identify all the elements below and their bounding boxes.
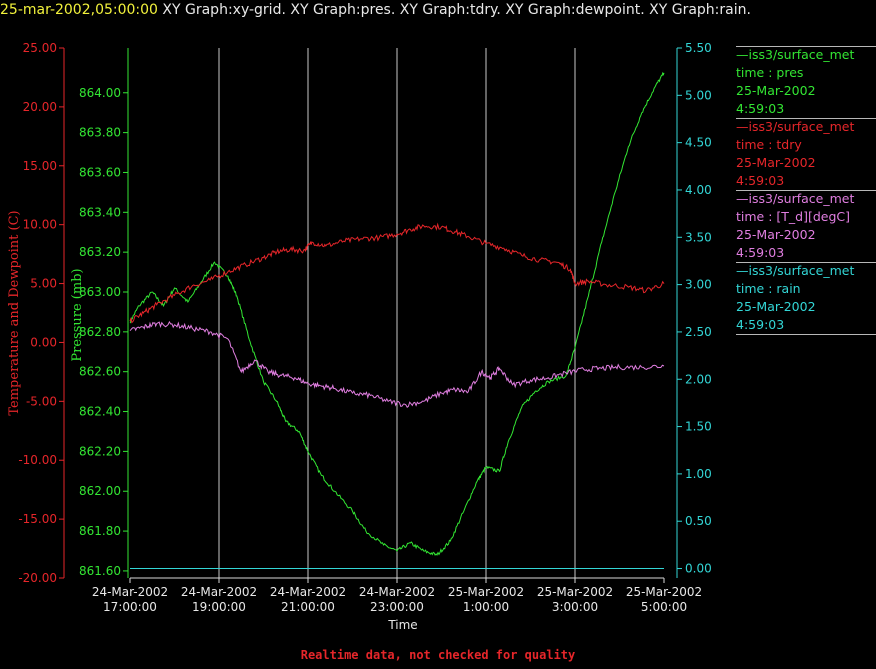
- pres-tick-label: 863.60: [79, 165, 121, 179]
- legend-time: 4:59:03: [736, 173, 785, 188]
- time-tick-date: 25-Mar-2002: [448, 585, 524, 599]
- rain-tick-label: 4.00: [685, 183, 712, 197]
- temp-tick-label: 20.00: [23, 100, 57, 114]
- series-line-tdry: [129, 222, 665, 324]
- rain-tick-label: 3.00: [685, 278, 712, 292]
- time-tick-time: 17:00:00: [103, 600, 157, 614]
- legend-name: —iss3/surface_met: [736, 119, 855, 134]
- rain-tick-label: 5.00: [685, 88, 712, 102]
- legend-name: —iss3/surface_met: [736, 47, 855, 62]
- legend-field: time : pres: [736, 65, 804, 80]
- time-tick-date: 25-Mar-2002: [626, 585, 702, 599]
- temp-tick-label: -20.00: [18, 571, 57, 585]
- time-axis-title: Time: [387, 618, 417, 632]
- legend-field: time : rain: [736, 281, 801, 296]
- pressure-axis: 864.00 863.80 863.60 863.40 863.20 863.00 862.…: [70, 48, 129, 578]
- legend: —iss3/surface_met time : pres 25-Mar-200…: [736, 46, 876, 335]
- pres-tick-label: 863.40: [79, 205, 121, 219]
- legend-date: 25-Mar-2002: [736, 299, 816, 314]
- time-axis: 24-Mar-200217:00:0024-Mar-200219:00:0024…: [92, 577, 702, 632]
- time-tick-date: 24-Mar-2002: [181, 585, 257, 599]
- graph-header: 25-mar-2002,05:00:00 XY Graph:xy-grid. X…: [0, 2, 751, 18]
- series-line-pres: [129, 71, 665, 556]
- temp-axis-title: Temperature and Dewpoint (C): [7, 210, 22, 415]
- time-tick-date: 25-Mar-2002: [537, 585, 613, 599]
- rain-tick-label: 0.00: [685, 562, 712, 576]
- temp-tick-label: -5.00: [26, 394, 57, 408]
- pres-tick-label: 862.20: [79, 444, 121, 458]
- time-tick-date: 24-Mar-2002: [359, 585, 435, 599]
- time-tick-time: 19:00:00: [192, 600, 246, 614]
- temp-tick-label: 10.00: [23, 218, 57, 232]
- pres-tick-label: 863.20: [79, 245, 121, 259]
- pres-tick-label: 864.00: [79, 86, 121, 100]
- time-tick-time: 3:00:00: [552, 600, 598, 614]
- pres-axis-title: Pressure (mb): [70, 268, 85, 361]
- time-tick-date: 24-Mar-2002: [270, 585, 346, 599]
- legend-entry-rain: —iss3/surface_met time : rain 25-Mar-200…: [736, 262, 876, 335]
- legend-time: 4:59:03: [736, 245, 785, 260]
- legend-time: 4:59:03: [736, 101, 785, 116]
- rain-tick-label: 2.50: [685, 325, 712, 339]
- temp-tick-label: 5.00: [30, 277, 57, 291]
- temperature-axis: 25.00 20.00 15.00 10.00 5.00 0.00 -5.00 -10.00 -…: [7, 41, 65, 585]
- pres-tick-label: 862.40: [79, 405, 121, 419]
- temp-tick-label: -10.00: [18, 453, 57, 467]
- series-line-dewpoint: [129, 320, 665, 408]
- temp-tick-label: -15.00: [18, 512, 57, 526]
- rain-tick-label: 1.50: [685, 420, 712, 434]
- time-tick-time: 1:00:00: [463, 600, 509, 614]
- temp-tick-label: 25.00: [23, 41, 57, 55]
- temp-tick-label: 15.00: [23, 159, 57, 173]
- pres-tick-label: 861.80: [79, 524, 121, 538]
- legend-date: 25-Mar-2002: [736, 155, 816, 170]
- pres-tick-label: 862.80: [79, 325, 121, 339]
- pres-tick-label: 862.00: [79, 484, 121, 498]
- pres-tick-label: 862.60: [79, 365, 121, 379]
- pres-tick-label: 863.80: [79, 126, 121, 140]
- legend-field: time : [T_d][degC]: [736, 209, 851, 224]
- rain-tick-label: 4.50: [685, 136, 712, 150]
- rain-tick-label: 5.50: [685, 41, 712, 55]
- data-series: [129, 71, 665, 569]
- time-tick-time: 23:00:00: [370, 600, 424, 614]
- time-tick-date: 24-Mar-2002: [92, 585, 168, 599]
- rain-tick-label: 3.50: [685, 230, 712, 244]
- legend-field: time : tdry: [736, 137, 802, 152]
- legend-name: —iss3/surface_met: [736, 191, 855, 206]
- legend-name: —iss3/surface_met: [736, 263, 855, 278]
- legend-entry-tdry: —iss3/surface_met time : tdry 25-Mar-200…: [736, 118, 876, 190]
- time-tick-time: 5:00:00: [641, 600, 687, 614]
- legend-time: 4:59:03: [736, 317, 785, 332]
- legend-entry-pres: —iss3/surface_met time : pres 25-Mar-200…: [736, 46, 876, 118]
- legend-entry-dewpoint: —iss3/surface_met time : [T_d][degC] 25-…: [736, 190, 876, 262]
- rain-axis: 5.50 5.00 4.50 4.00 3.50 3.00 2.50 2.00 1.50 1.00…: [676, 41, 712, 578]
- rain-tick-label: 1.00: [685, 467, 712, 481]
- header-date: 25-mar-2002,05:00:00: [0, 2, 158, 18]
- rain-tick-label: 0.50: [685, 514, 712, 528]
- rain-tick-label: 2.00: [685, 372, 712, 386]
- quality-notice: Realtime data, not checked for quality: [300, 648, 576, 662]
- legend-date: 25-Mar-2002: [736, 83, 816, 98]
- pres-tick-label: 863.00: [79, 285, 121, 299]
- pres-tick-label: 861.60: [79, 564, 121, 578]
- x-grid-lines: [218, 48, 576, 578]
- header-graph-list: XY Graph:xy-grid. XY Graph:pres. XY Grap…: [162, 2, 751, 18]
- legend-date: 25-Mar-2002: [736, 227, 816, 242]
- temp-tick-label: 0.00: [30, 335, 57, 349]
- time-tick-time: 21:00:00: [281, 600, 335, 614]
